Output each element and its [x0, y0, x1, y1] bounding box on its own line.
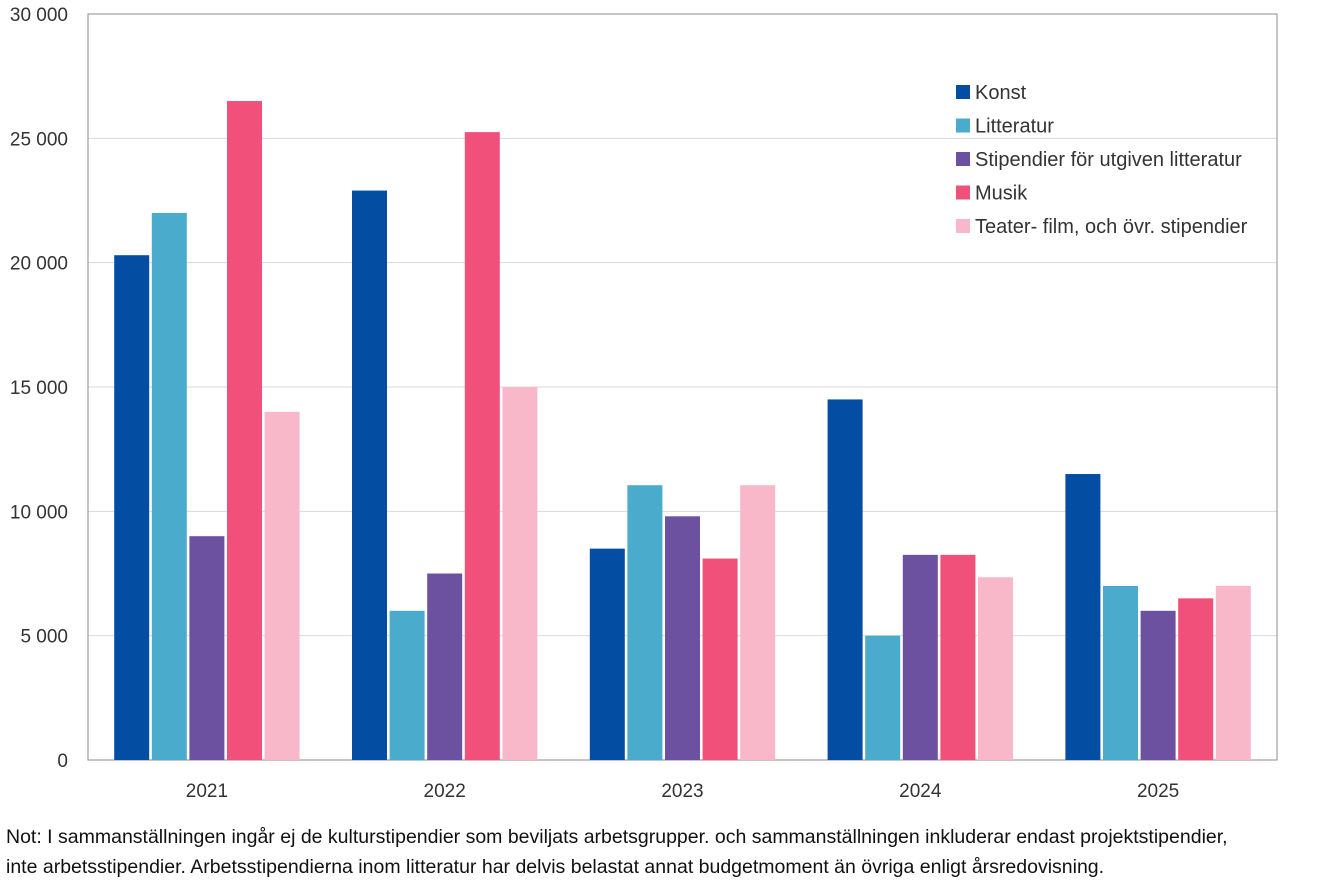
bar-2022-series-1 [352, 190, 387, 760]
x-tick-label: 2023 [661, 781, 703, 802]
y-tick-label: 5 000 [20, 627, 68, 648]
y-tick-label: 30 000 [10, 5, 68, 26]
legend-label: Stipendier för utgiven litteratur [975, 149, 1242, 171]
bar-2025-series-2 [1103, 585, 1138, 760]
bar-2021-series-5 [264, 411, 300, 760]
bar-2023-series-2 [627, 485, 663, 760]
bar-2025-series-3 [1140, 610, 1176, 760]
bar-2022-series-3 [427, 573, 463, 760]
footnote: Not: I sammanställningen ingår ej de kul… [6, 822, 1336, 882]
bar-2024-series-1 [827, 399, 863, 760]
legend-label: Litteratur [975, 116, 1054, 138]
bar-2024-series-4 [940, 554, 976, 760]
footnote-line-2: inte arbetsstipendier. Arbetsstipendiern… [6, 856, 1105, 878]
bar-chart: 0 5 000 10 000 15 000 20 000 25 000 30 000 202… [10, 5, 1278, 802]
x-tick-label: 2022 [424, 781, 466, 802]
y-tick-label: 0 [57, 751, 68, 772]
bar-2023-series-5 [740, 485, 776, 760]
legend-swatch [956, 118, 970, 133]
legend-label: Teater- film, och övr. stipendier [975, 216, 1248, 238]
bar-2024-series-5 [978, 577, 1013, 760]
bar-2025-series-5 [1215, 585, 1251, 760]
bar-2025-series-4 [1178, 598, 1214, 760]
bar-2022-series-2 [389, 610, 425, 760]
y-tick-label: 10 000 [10, 502, 68, 523]
legend-swatch [956, 219, 970, 233]
bar-2022-series-5 [502, 387, 538, 760]
legend-swatch [956, 152, 970, 166]
bar-2023-series-1 [589, 548, 625, 760]
x-axis-tick-labels: 2021 2022 2023 2024 2025 [186, 781, 1179, 802]
x-tick-label: 2024 [899, 781, 942, 802]
bar-2021-series-3 [189, 536, 225, 760]
y-axis-tick-labels: 0 5 000 10 000 15 000 20 000 25 000 30 000 [10, 5, 68, 772]
bars [114, 101, 1251, 761]
bar-2021-series-1 [114, 255, 150, 760]
legend-swatch [956, 185, 970, 200]
bar-2024-series-2 [865, 635, 901, 760]
y-tick-label: 25 000 [10, 129, 68, 150]
x-tick-label: 2021 [186, 781, 228, 802]
bar-2021-series-4 [227, 101, 262, 761]
x-tick-label: 2025 [1137, 781, 1179, 802]
bar-2025-series-1 [1065, 474, 1101, 760]
legend-label: Konst [975, 82, 1027, 104]
bar-2024-series-3 [902, 554, 938, 760]
legend-swatch [956, 85, 970, 99]
bar-2022-series-4 [464, 132, 500, 760]
bar-2023-series-4 [702, 558, 738, 760]
bar-2023-series-3 [665, 516, 700, 760]
y-tick-label: 15 000 [10, 378, 68, 399]
legend-label: Musik [975, 183, 1028, 205]
bar-2021-series-2 [151, 212, 187, 760]
y-tick-label: 20 000 [10, 254, 68, 275]
footnote-line-1: Not: I sammanställningen ingår ej de kul… [6, 826, 1228, 848]
legend: Konst Litteratur Stipendier för utgiven li… [956, 82, 1248, 238]
